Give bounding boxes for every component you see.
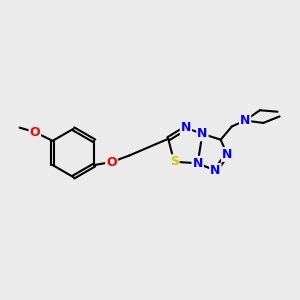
Text: N: N <box>197 127 208 140</box>
Text: N: N <box>181 122 191 134</box>
Text: S: S <box>169 155 178 168</box>
Text: O: O <box>106 156 117 169</box>
Text: N: N <box>210 164 220 177</box>
Text: N: N <box>193 157 203 170</box>
Text: N: N <box>240 114 250 127</box>
Text: O: O <box>30 125 40 139</box>
Text: N: N <box>222 148 232 161</box>
